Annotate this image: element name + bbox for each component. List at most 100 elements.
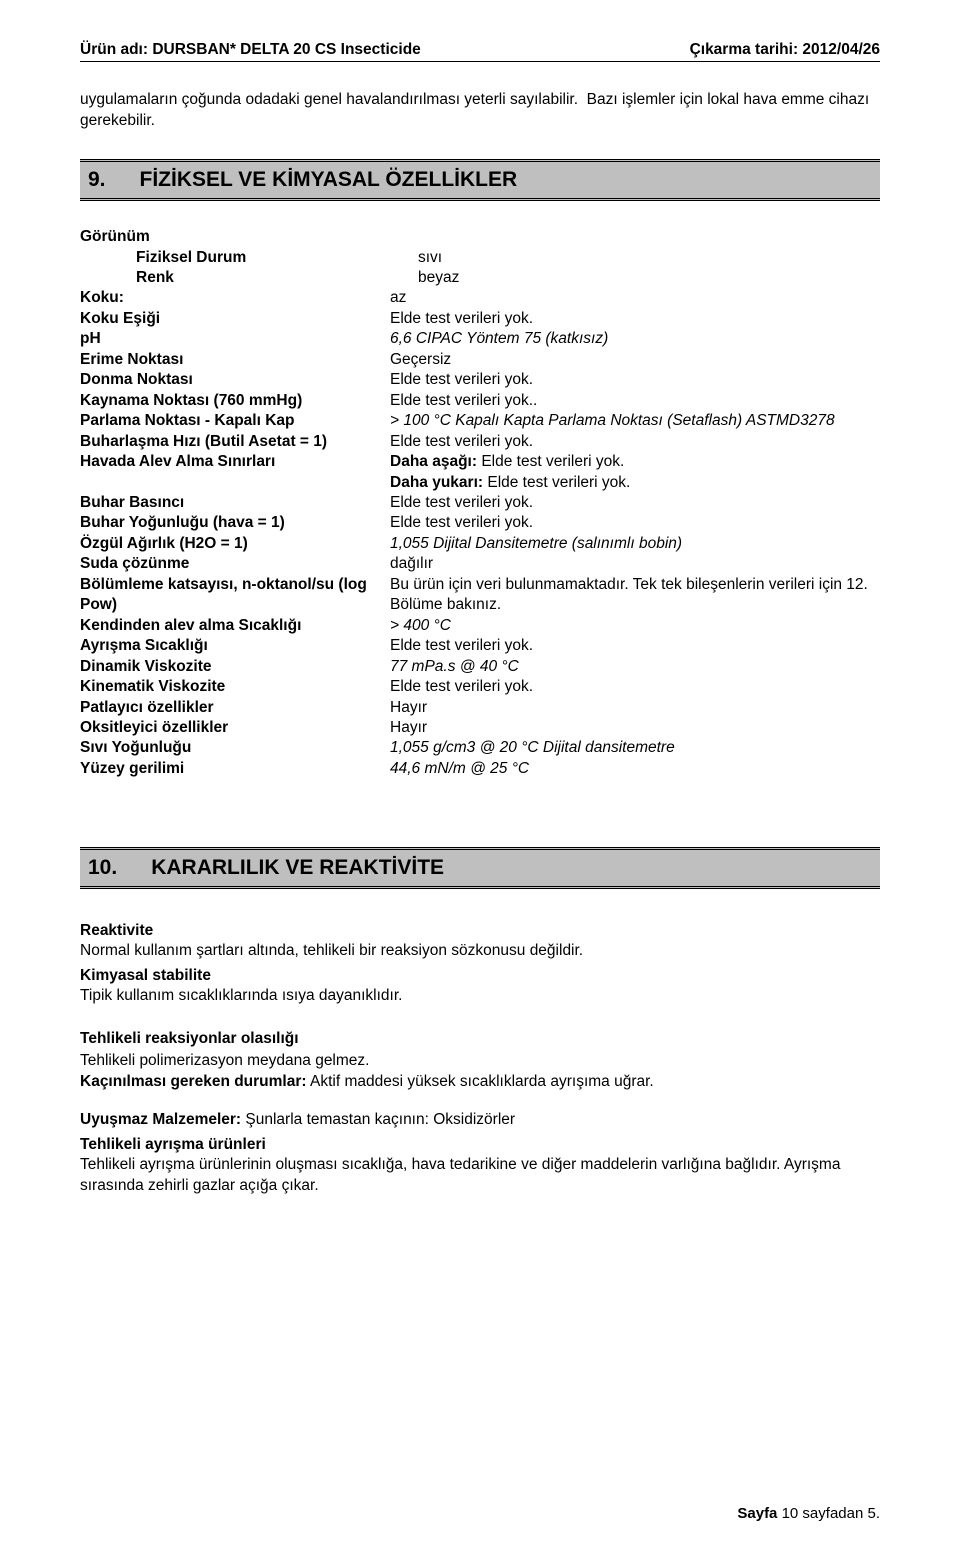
property-value: Elde test verileri yok. [390,636,880,656]
property-key: Fiziksel Durum [108,248,418,268]
property-value: 44,6 mN/m @ 25 °C [390,759,880,779]
property-row: Buhar BasıncıElde test verileri yok. [80,493,880,513]
kacinilmasi-heading: Kaçınılması gereken durumlar: [80,1073,307,1090]
property-row: Kendinden alev alma Sıcaklığı> 400 °C [80,616,880,636]
property-value: Geçersiz [390,350,880,370]
property-key: pH [80,329,390,349]
document-header: Ürün adı: DURSBAN* DELTA 20 CS Insectici… [80,40,880,62]
tehlikeli-reaksiyonlar-text: Tehlikeli polimerizasyon meydana gelmez. [80,1051,880,1071]
property-value: Elde test verileri yok. [390,309,880,329]
property-key: Koku: [80,288,390,308]
property-row: pH6,6 CIPAC Yöntem 75 (katkısız) [80,329,880,349]
properties-table: Fiziksel DurumsıvıRenkbeyazKoku:azKoku E… [80,248,880,780]
property-value: > 100 °C Kapalı Kapta Parlama Noktası (S… [390,411,880,431]
property-row: Parlama Noktası - Kapalı Kap> 100 °C Kap… [80,411,880,431]
property-key: Buhar Yoğunluğu (hava = 1) [80,513,390,533]
property-value: Elde test verileri yok.. [390,391,880,411]
property-key: Bölümleme katsayısı, n-oktanol/su (log P… [80,575,390,616]
section-9-num: 9. [88,166,106,194]
property-key: Erime Noktası [80,350,390,370]
property-row: Koku EşiğiElde test verileri yok. [80,309,880,329]
property-value: az [390,288,880,308]
section-9-bar: 9. FİZİKSEL VE KİMYASAL ÖZELLİKLER [80,159,880,201]
property-value: Daha aşağı: Elde test verileri yok.Daha … [390,452,880,493]
property-value: 1,055 Dijital Dansitemetre (salınımlı bo… [390,534,880,554]
header-right: Çıkarma tarihi: 2012/04/26 [690,40,880,60]
property-row: Özgül Ağırlık (H2O = 1)1,055 Dijital Dan… [80,534,880,554]
property-key: Kinematik Viskozite [80,677,390,697]
footer-b: 10 sayfadan 5. [782,1505,880,1522]
property-row: Sıvı Yoğunluğu1,055 g/cm3 @ 20 °C Dijita… [80,738,880,758]
property-value: > 400 °C [390,616,880,636]
property-row: Ayrışma SıcaklığıElde test verileri yok. [80,636,880,656]
property-row: Patlayıcı özelliklerHayır [80,698,880,718]
date-label: Çıkarma tarihi: [690,41,799,58]
property-value: dağılır [390,554,880,574]
property-value: sıvı [418,248,880,268]
property-row: Kaynama Noktası (760 mmHg)Elde test veri… [80,391,880,411]
property-row: Buharlaşma Hızı (Butil Asetat = 1)Elde t… [80,432,880,452]
property-key: Kendinden alev alma Sıcaklığı [80,616,390,636]
property-key: Koku Eşiği [80,309,390,329]
intro-paragraph: uygulamaların çoğunda odadaki genel hava… [80,90,880,131]
property-row: Dinamik Viskozite77 mPa.s @ 40 °C [80,657,880,677]
property-value: Hayır [390,718,880,738]
property-row: Koku:az [80,288,880,308]
uyusmaz-heading: Uyuşmaz Malzemeler: [80,1111,241,1128]
footer-a: Sayfa [737,1505,777,1522]
property-key: Patlayıcı özellikler [80,698,390,718]
property-value: Bu ürün için veri bulunmamaktadır. Tek t… [390,575,880,616]
property-key: Suda çözünme [80,554,390,574]
header-left: Ürün adı: DURSBAN* DELTA 20 CS Insectici… [80,40,421,60]
property-key: Kaynama Noktası (760 mmHg) [80,391,390,411]
kimyasal-stabilite-text: Tipik kullanım sıcaklıklarında ısıya day… [80,986,880,1006]
property-key: Ayrışma Sıcaklığı [80,636,390,656]
property-row: Fiziksel Durumsıvı [80,248,880,268]
tehlikeli-reaksiyonlar-heading: Tehlikeli reaksiyonlar olasılığı [80,1029,880,1049]
property-value: 77 mPa.s @ 40 °C [390,657,880,677]
section-10-title: KARARLILIK VE REAKTİVİTE [151,854,444,882]
property-row: Renkbeyaz [80,268,880,288]
issue-date: 2012/04/26 [802,41,880,58]
reaktivite-text: Normal kullanım şartları altında, tehlik… [80,941,880,961]
section-9-title: FİZİKSEL VE KİMYASAL ÖZELLİKLER [140,166,518,194]
uyusmaz-text: Şunlarla temastan kaçının: Oksidizörler [241,1111,515,1128]
property-row: Yüzey gerilimi44,6 mN/m @ 25 °C [80,759,880,779]
gorunum-heading: Görünüm [80,227,880,247]
property-key: Dinamik Viskozite [80,657,390,677]
property-key: Yüzey gerilimi [80,759,390,779]
property-value: Elde test verileri yok. [390,513,880,533]
property-key: Havada Alev Alma Sınırları [80,452,390,493]
page-footer: Sayfa 10 sayfadan 5. [737,1504,880,1524]
product-label: Ürün adı: [80,41,148,58]
property-value: Elde test verileri yok. [390,493,880,513]
property-value: 1,055 g/cm3 @ 20 °C Dijital dansitemetre [390,738,880,758]
page: Ürün adı: DURSBAN* DELTA 20 CS Insectici… [40,0,920,1558]
property-row: Suda çözünmedağılır [80,554,880,574]
property-value: Hayır [390,698,880,718]
product-name: DURSBAN* DELTA 20 CS Insecticide [152,41,420,58]
property-value: Elde test verileri yok. [390,432,880,452]
property-row: Erime NoktasıGeçersiz [80,350,880,370]
reaktivite-heading: Reaktivite [80,921,880,941]
property-value: Elde test verileri yok. [390,677,880,697]
property-key: Oksitleyici özellikler [80,718,390,738]
section-10-bar: 10. KARARLILIK VE REAKTİVİTE [80,847,880,889]
property-key: Buharlaşma Hızı (Butil Asetat = 1) [80,432,390,452]
property-key: Buhar Basıncı [80,493,390,513]
kimyasal-stabilite-heading: Kimyasal stabilite [80,966,880,986]
property-key: Renk [108,268,418,288]
property-row: Bölümleme katsayısı, n-oktanol/su (log P… [80,575,880,616]
property-key: Donma Noktası [80,370,390,390]
property-row: Oksitleyici özelliklerHayır [80,718,880,738]
property-row: Buhar Yoğunluğu (hava = 1)Elde test veri… [80,513,880,533]
property-row: Donma NoktasıElde test verileri yok. [80,370,880,390]
property-key: Özgül Ağırlık (H2O = 1) [80,534,390,554]
section-10-num: 10. [88,854,117,882]
property-value: Elde test verileri yok. [390,370,880,390]
property-row: Havada Alev Alma SınırlarıDaha aşağı: El… [80,452,880,493]
property-value: 6,6 CIPAC Yöntem 75 (katkısız) [390,329,880,349]
property-row: Kinematik ViskoziteElde test verileri yo… [80,677,880,697]
tehlikeli-ayrisma-text: Tehlikeli ayrışma ürünlerinin oluşması s… [80,1155,880,1196]
kacinilmasi-text: Aktif maddesi yüksek sıcaklıklarda ayrış… [307,1073,654,1090]
